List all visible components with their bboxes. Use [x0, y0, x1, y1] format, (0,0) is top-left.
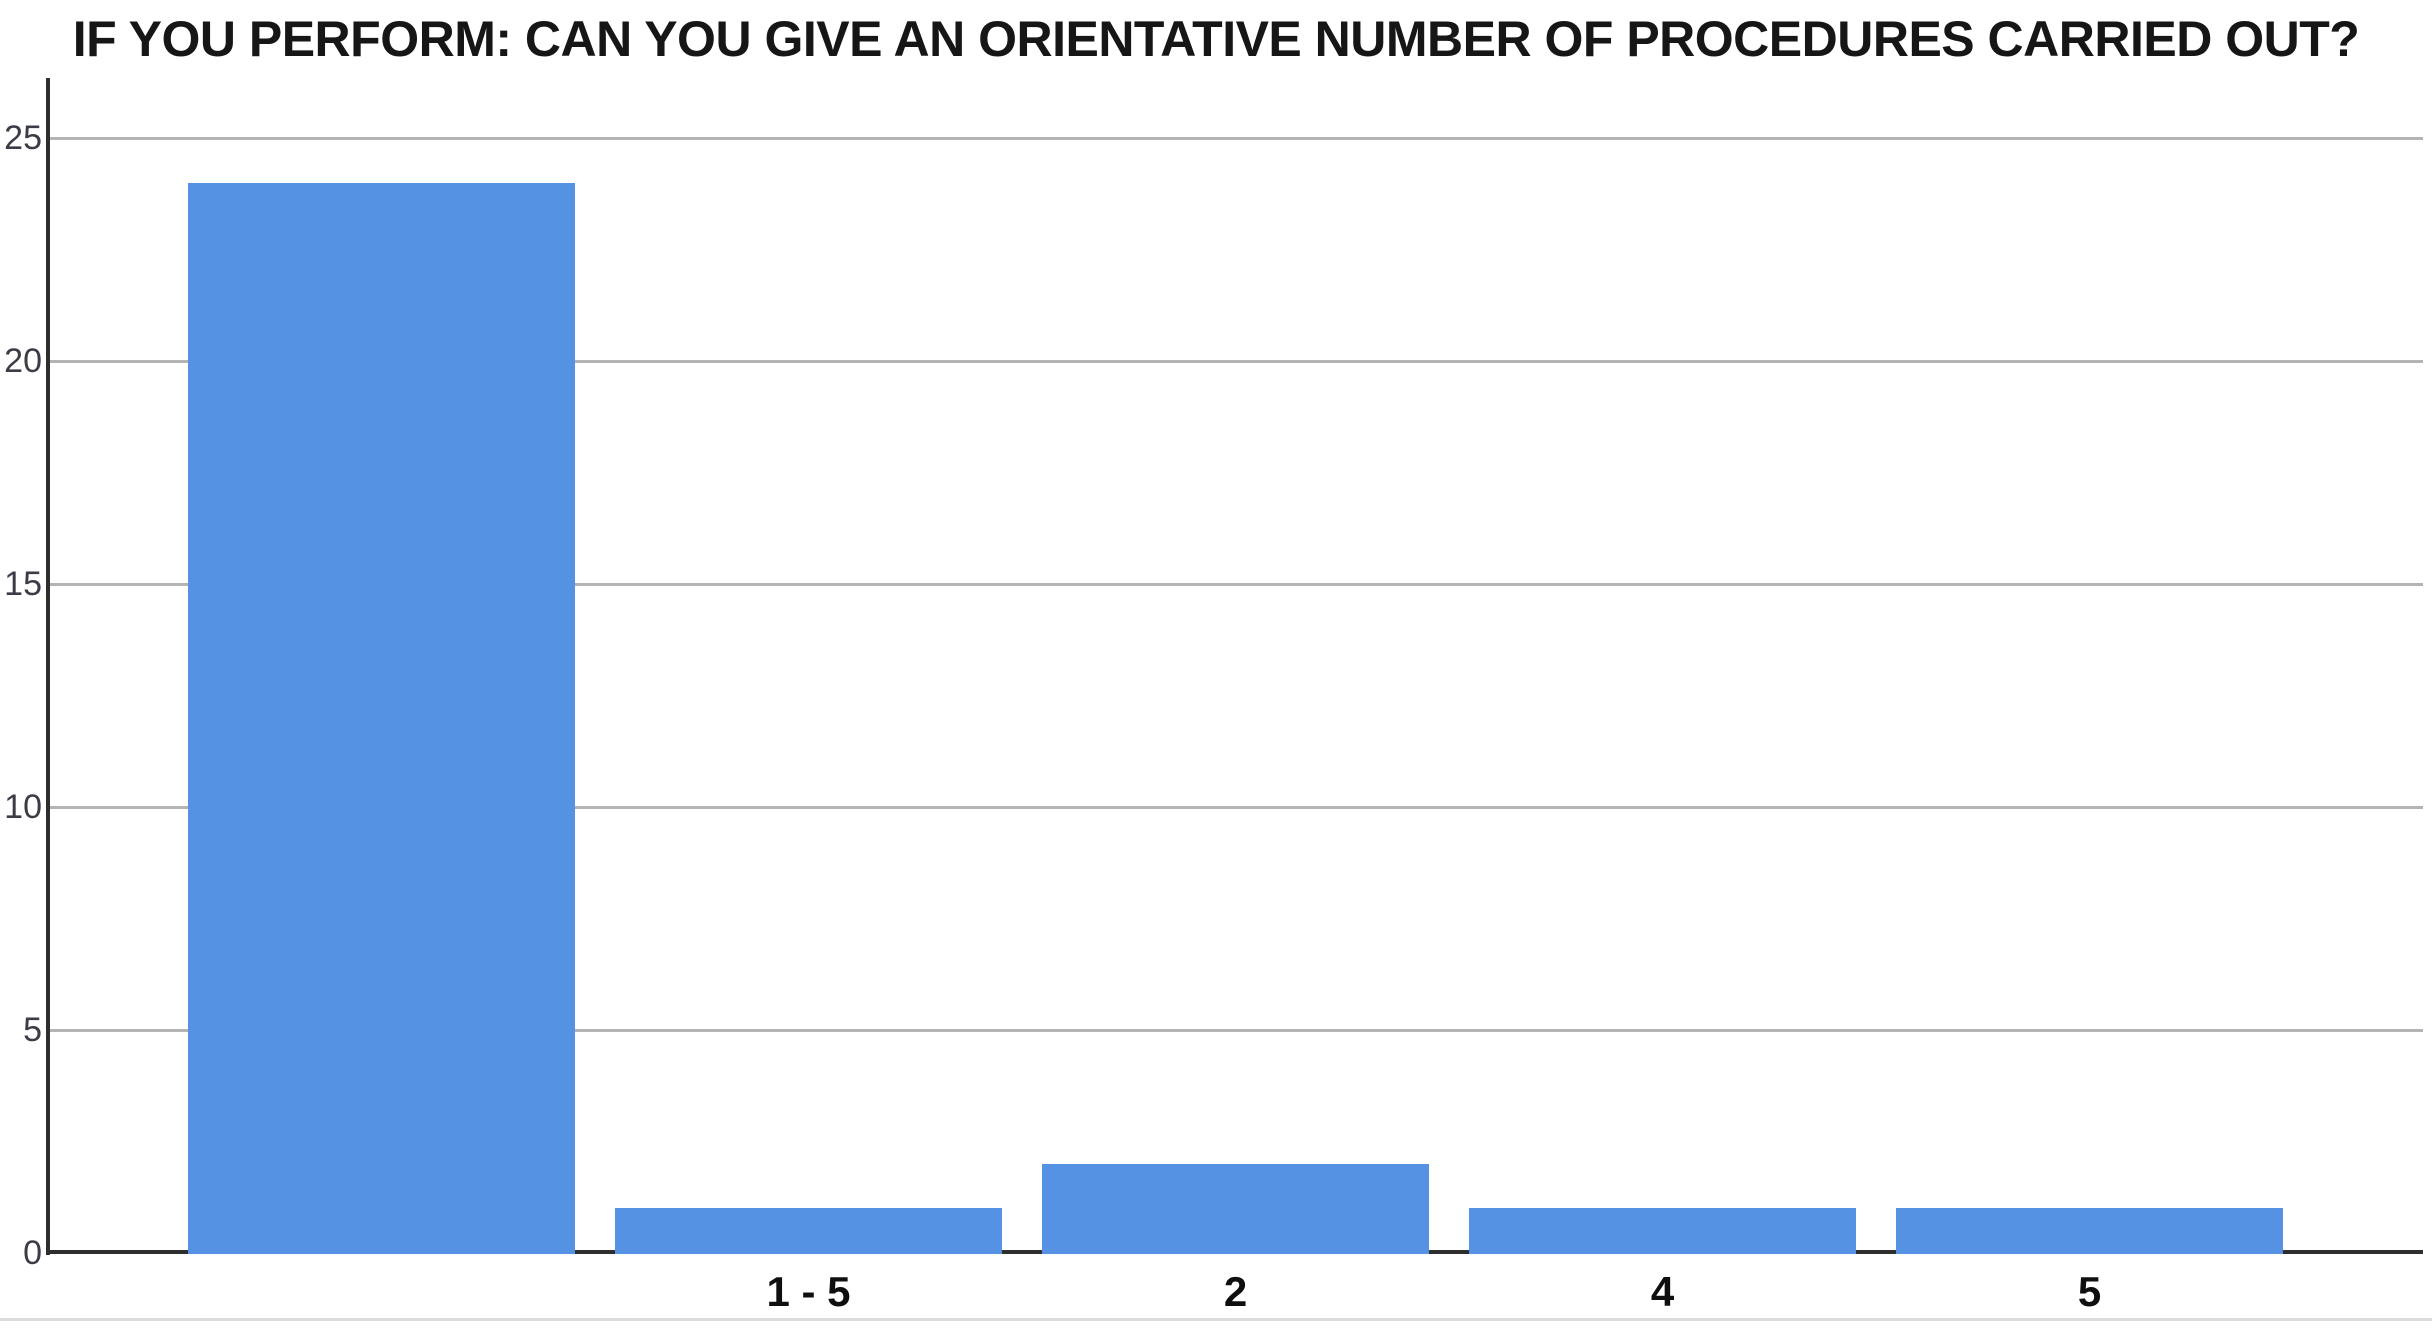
y-tick-label-20: 20 — [4, 342, 42, 380]
gridline-y-5 — [48, 1029, 2423, 1032]
x-category-label-2: 2 — [1223, 1268, 1248, 1315]
bar-4 — [1469, 1208, 1856, 1254]
y-tick-label-15: 15 — [4, 565, 42, 603]
y-tick-label-10: 10 — [4, 788, 42, 826]
bar-1-5 — [615, 1208, 1002, 1254]
chart-bottom-border — [0, 1318, 2432, 1321]
y-tick-label-0: 0 — [23, 1234, 42, 1272]
gridline-y-10 — [48, 806, 2423, 809]
y-tick-label-5: 5 — [23, 1011, 42, 1049]
gridline-y-15 — [48, 583, 2423, 586]
bar-5 — [1896, 1208, 2283, 1254]
y-tick-label-25: 25 — [4, 119, 42, 157]
gridline-y-25 — [48, 137, 2423, 140]
bar-blank — [188, 182, 575, 1254]
x-category-label-1-5: 1 - 5 — [766, 1268, 851, 1315]
chart-title: IF YOU PERFORM: CAN YOU GIVE AN ORIENTAT… — [72, 11, 2360, 67]
x-category-label-4: 4 — [1650, 1268, 1675, 1315]
bar-2 — [1042, 1163, 1429, 1254]
gridline-y-20 — [48, 360, 2423, 363]
y-axis-line — [46, 78, 50, 1255]
x-category-label-5: 5 — [2077, 1268, 2102, 1315]
